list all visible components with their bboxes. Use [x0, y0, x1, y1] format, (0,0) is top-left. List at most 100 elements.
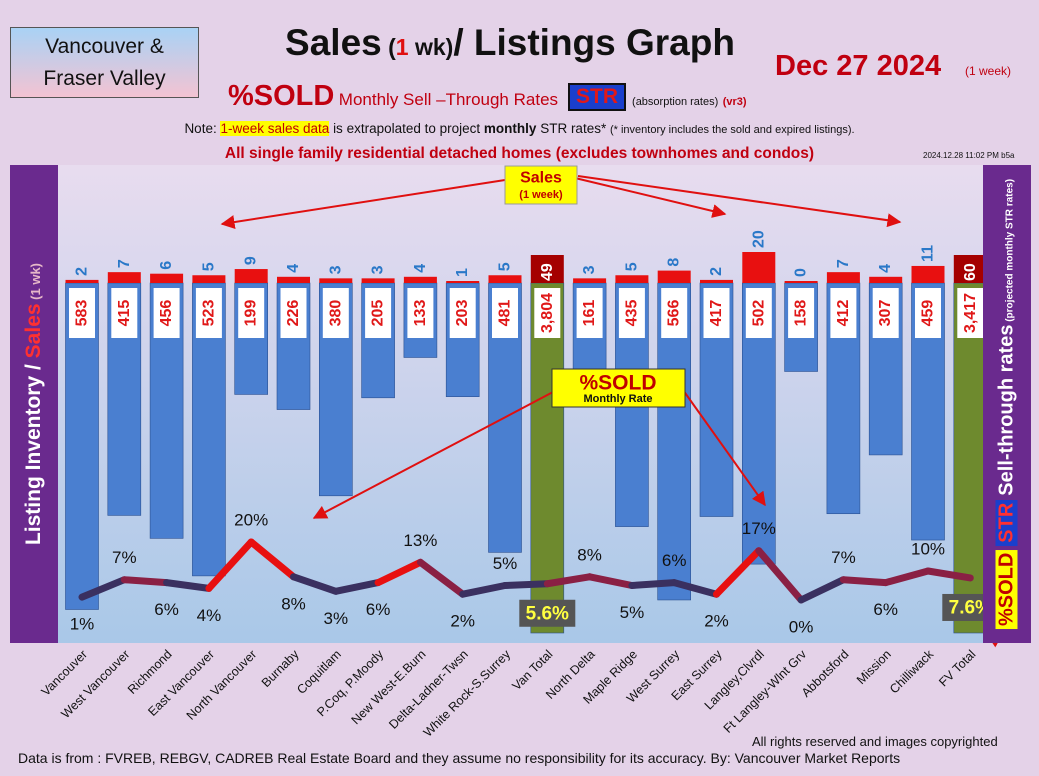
- str-line-segment: [501, 580, 551, 589]
- title-paren: (: [381, 34, 396, 60]
- sales-value-label: 2: [708, 267, 725, 276]
- str-line-segment: [755, 547, 805, 604]
- str-line-segment: [374, 558, 424, 587]
- sales-value-label: 2: [74, 267, 91, 276]
- sales-bar: [657, 270, 691, 283]
- listing-label-bg: [703, 288, 730, 338]
- sales-bar: [65, 279, 99, 283]
- right-axis-pct-sold: %SOLD: [995, 549, 1018, 630]
- left-axis-slash: /: [22, 358, 45, 376]
- pct-callout-box: [551, 368, 686, 408]
- sales-bar: [446, 281, 480, 283]
- listing-value-label: 226: [285, 300, 302, 327]
- listing-value-label: 3,804: [539, 293, 556, 333]
- category-label: Chilliwack: [887, 647, 937, 697]
- right-axis-panel: %SOLD STR Sell-through rates (projected mo…: [983, 165, 1031, 643]
- listing-label-bg: [534, 288, 561, 338]
- sales-callout-title: Sales: [520, 170, 562, 187]
- pct-arrow: [312, 391, 554, 519]
- str-badge: STR: [568, 83, 627, 111]
- listing-value-label: 456: [158, 300, 175, 327]
- listing-value-label: 133: [412, 300, 429, 327]
- str-line-segment: [797, 576, 847, 604]
- listing-label-bg: [492, 288, 518, 338]
- listing-label-bg: [915, 288, 941, 338]
- sales-bar: [107, 272, 141, 283]
- subtitle-absorption: (absorption rates): [632, 96, 719, 108]
- pct-value-label: 6%: [154, 600, 179, 619]
- note-mid: is extrapolated to project: [333, 121, 481, 136]
- right-axis-str: STR: [995, 499, 1018, 546]
- listing-value-label: 3,417: [962, 293, 979, 333]
- str-line-segment: [839, 576, 890, 587]
- pct-arrow: [682, 389, 766, 507]
- pct-callout-title: %SOLD: [579, 372, 656, 395]
- str-line-segment: [628, 579, 678, 589]
- listing-value-label: 583: [74, 300, 91, 327]
- right-axis-sell-through: Sell-through rates: [995, 324, 1018, 496]
- str-line-segment: [416, 558, 467, 598]
- left-axis-sales: Sales: [22, 303, 45, 359]
- listing-value-label: 481: [497, 300, 514, 327]
- pct-value-label: 10%: [911, 540, 945, 559]
- pct-value-label: 8%: [577, 545, 602, 564]
- category-label: FV Total: [936, 647, 978, 689]
- homes-description: All single family residential detached h…: [224, 145, 815, 162]
- listing-label-bg: [195, 288, 222, 338]
- report-date-sub: (1 week): [965, 64, 1012, 78]
- chart-title: Sales (1 wk)/ Listings Graph: [230, 22, 790, 64]
- listing-value-label: 307: [877, 300, 894, 327]
- sales-bar: [192, 275, 226, 283]
- listing-value-label: 415: [116, 300, 133, 327]
- pct-value-label: 2%: [450, 612, 475, 631]
- listing-label-bg: [618, 288, 645, 338]
- listing-value-label: 412: [835, 300, 852, 327]
- subtitle-str-text: Monthly Sell –Through Rates: [338, 90, 559, 109]
- note-prefix: Note:: [184, 121, 217, 136]
- listing-label-bg: [576, 288, 603, 338]
- listing-value-label: 459: [920, 300, 937, 327]
- note-line: Note: 1-week sales data is extrapolated …: [0, 121, 1039, 136]
- str-line-segment: [247, 538, 297, 581]
- sales-bar: [277, 276, 310, 283]
- sales-value-label: 5: [497, 262, 514, 271]
- left-axis-label: Listing Inventory / Sales (1 wk): [22, 263, 46, 545]
- str-line-segment: [670, 579, 720, 598]
- listing-value-label: 502: [750, 300, 767, 327]
- report-date: Dec 27 2024: [775, 50, 942, 82]
- pct-value-label: 4%: [197, 606, 222, 625]
- pct-value-label: 7%: [831, 548, 856, 567]
- sales-value-label: 9: [243, 256, 260, 265]
- listing-label-bg: [69, 288, 95, 338]
- pct-value-label: 20%: [234, 511, 268, 530]
- listing-value-label: 199: [243, 300, 260, 327]
- category-label: New West-E.Burn: [349, 647, 429, 727]
- sales-value-label: 4: [877, 264, 894, 273]
- sales-value-label: 7: [835, 259, 852, 268]
- listing-bar: [530, 282, 565, 634]
- sales-bar: [742, 252, 776, 283]
- sales-arrow: [220, 179, 506, 229]
- listing-label-bg: [322, 288, 349, 338]
- sales-bar: [784, 281, 818, 283]
- sales-value-label: 3: [327, 265, 344, 274]
- pct-value-label: 0%: [789, 618, 814, 637]
- str-line-segment: [120, 576, 171, 587]
- note-highlight: 1-week sales data: [220, 121, 330, 136]
- region-label-box: Vancouver & Fraser Valley: [10, 27, 199, 98]
- subtitle-version: (vr3): [722, 96, 747, 108]
- listing-value-label: 203: [454, 300, 471, 327]
- pct-value-label: 6%: [662, 551, 687, 570]
- listing-value-label: 523: [200, 300, 217, 327]
- listing-value-label: 566: [666, 300, 683, 327]
- listing-value-label: 380: [327, 300, 344, 327]
- listing-label-bg: [407, 288, 434, 338]
- listing-value-label: 417: [708, 300, 725, 327]
- sales-bar: [403, 276, 437, 283]
- sales-value-label: 4: [285, 264, 302, 273]
- pct-value-label: 6%: [366, 600, 391, 619]
- left-axis-panel: Listing Inventory / Sales (1 wk): [10, 165, 58, 643]
- listing-value-label: 435: [623, 300, 640, 327]
- sales-arrow: [577, 175, 902, 228]
